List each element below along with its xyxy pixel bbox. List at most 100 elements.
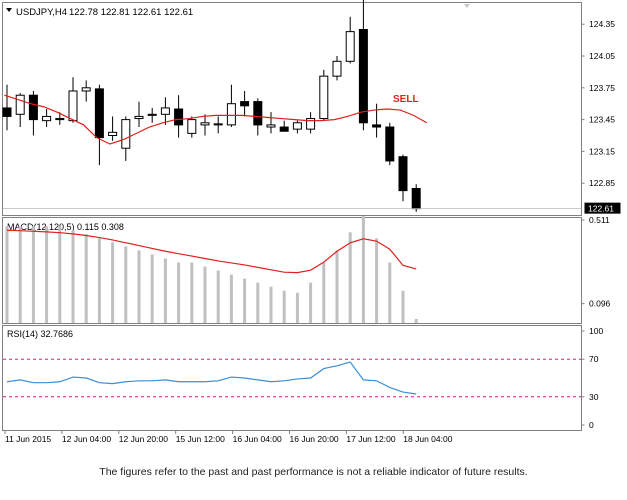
price-layer <box>2 0 428 212</box>
macd-histogram-bar <box>401 290 405 323</box>
candle-body <box>332 60 342 77</box>
rsi-panel-frame <box>2 325 582 431</box>
disclaimer-text: The figures refer to the past and past p… <box>99 466 528 478</box>
macd-histogram-bar <box>190 262 194 323</box>
candle <box>2 84 12 131</box>
candle-body <box>121 119 131 149</box>
candle-body <box>306 118 316 130</box>
candle-body <box>15 94 25 115</box>
candle-body <box>253 101 263 126</box>
macd-histogram-bar <box>269 286 273 323</box>
rsi-axis: 0 30 70 100 <box>581 326 603 430</box>
candle <box>42 109 52 128</box>
candle <box>68 77 78 123</box>
time-tick-label: 15 Jun 12:00 <box>176 434 225 444</box>
candle-body <box>358 29 368 124</box>
candle-body <box>213 123 223 126</box>
candle-body <box>292 122 302 130</box>
macd-histogram-bar <box>18 226 22 323</box>
candle-body <box>385 126 395 162</box>
macd-histogram-bar <box>71 230 75 323</box>
time-tick-label: 12 Jun 04:00 <box>62 434 111 444</box>
time-axis: 11 Jun 2015 12 Jun 04:00 12 Jun 20:00 15 Ju… <box>4 430 453 444</box>
candle <box>306 112 316 134</box>
macd-histogram-bar <box>361 216 365 323</box>
candle <box>266 112 276 134</box>
time-tick-label: 16 Jun 20:00 <box>290 434 339 444</box>
price-panel-frame <box>2 2 582 216</box>
macd-tick-label: 0.511 <box>589 215 610 225</box>
candle-body <box>187 119 197 134</box>
candle-body <box>147 113 157 116</box>
candle <box>94 84 104 166</box>
candle <box>226 84 236 128</box>
macd-histogram-bar <box>295 292 299 323</box>
current-price-tag <box>584 202 621 214</box>
candle-body <box>134 115 144 120</box>
macd-histogram-bar <box>124 246 128 323</box>
candle <box>200 114 210 136</box>
candle <box>332 56 342 81</box>
macd-histogram-bar <box>282 290 286 323</box>
candle <box>279 120 289 132</box>
candle <box>358 0 368 131</box>
candle-body <box>411 188 421 210</box>
candle <box>292 120 302 134</box>
macd-histogram-bar <box>388 262 392 323</box>
moving-average-line <box>4 94 428 145</box>
candle <box>160 97 170 125</box>
rsi-tick-label: 70 <box>589 354 599 364</box>
candle-body <box>55 118 65 121</box>
macd-histogram-bar <box>375 238 379 323</box>
candle <box>55 112 65 125</box>
candle <box>345 16 355 64</box>
candle <box>108 116 118 141</box>
macd-histogram-bar <box>177 262 181 323</box>
symbol-dropdown-icon[interactable] <box>6 8 12 12</box>
macd-histogram-bar <box>31 226 35 323</box>
macd-histogram-bar <box>150 254 154 323</box>
candle-body <box>42 115 52 122</box>
rsi-tick-label: 0 <box>589 420 594 430</box>
candle <box>134 101 144 128</box>
macd-histogram-bar <box>229 274 233 323</box>
candle-body <box>279 126 289 132</box>
macd-histogram-bar <box>45 226 49 323</box>
candle <box>385 122 395 166</box>
candle <box>147 107 157 123</box>
price-tick-label: 124.05 <box>589 51 615 61</box>
macd-signal-line <box>6 229 417 274</box>
macd-tick-label: 0.096 <box>589 299 611 309</box>
price-tick-label: 123.45 <box>589 115 615 125</box>
candle <box>411 184 421 212</box>
candle <box>319 69 329 121</box>
candle-body <box>2 107 12 117</box>
time-tick-label: 11 Jun 2015 <box>5 434 51 444</box>
price-tick-label: 123.15 <box>589 146 615 156</box>
candle <box>187 116 197 138</box>
macd-histogram-bar <box>322 262 326 323</box>
candle-body <box>200 122 210 126</box>
macd-histogram-bar <box>163 258 167 323</box>
candle <box>398 154 408 202</box>
macd-layer <box>5 216 418 323</box>
candle <box>28 90 38 136</box>
macd-histogram-bar <box>309 282 313 323</box>
candle <box>213 116 223 134</box>
chart-shift-marker-icon[interactable] <box>464 4 470 8</box>
macd-histogram-bar <box>111 242 115 323</box>
candle <box>372 103 382 138</box>
candle-body <box>68 90 78 122</box>
candle <box>240 90 250 117</box>
rsi-layer <box>3 358 582 398</box>
rsi-tick-label: 30 <box>589 392 599 402</box>
candle-body <box>28 94 38 121</box>
macd-histogram-bar <box>137 250 141 323</box>
macd-histogram-bar <box>5 226 9 323</box>
candle-body <box>160 107 170 115</box>
candle-body <box>94 88 104 139</box>
macd-histogram-bar <box>216 270 220 323</box>
candle-body <box>266 124 276 128</box>
time-tick-label: 18 Jun 04:00 <box>403 434 452 444</box>
candle <box>15 93 25 128</box>
